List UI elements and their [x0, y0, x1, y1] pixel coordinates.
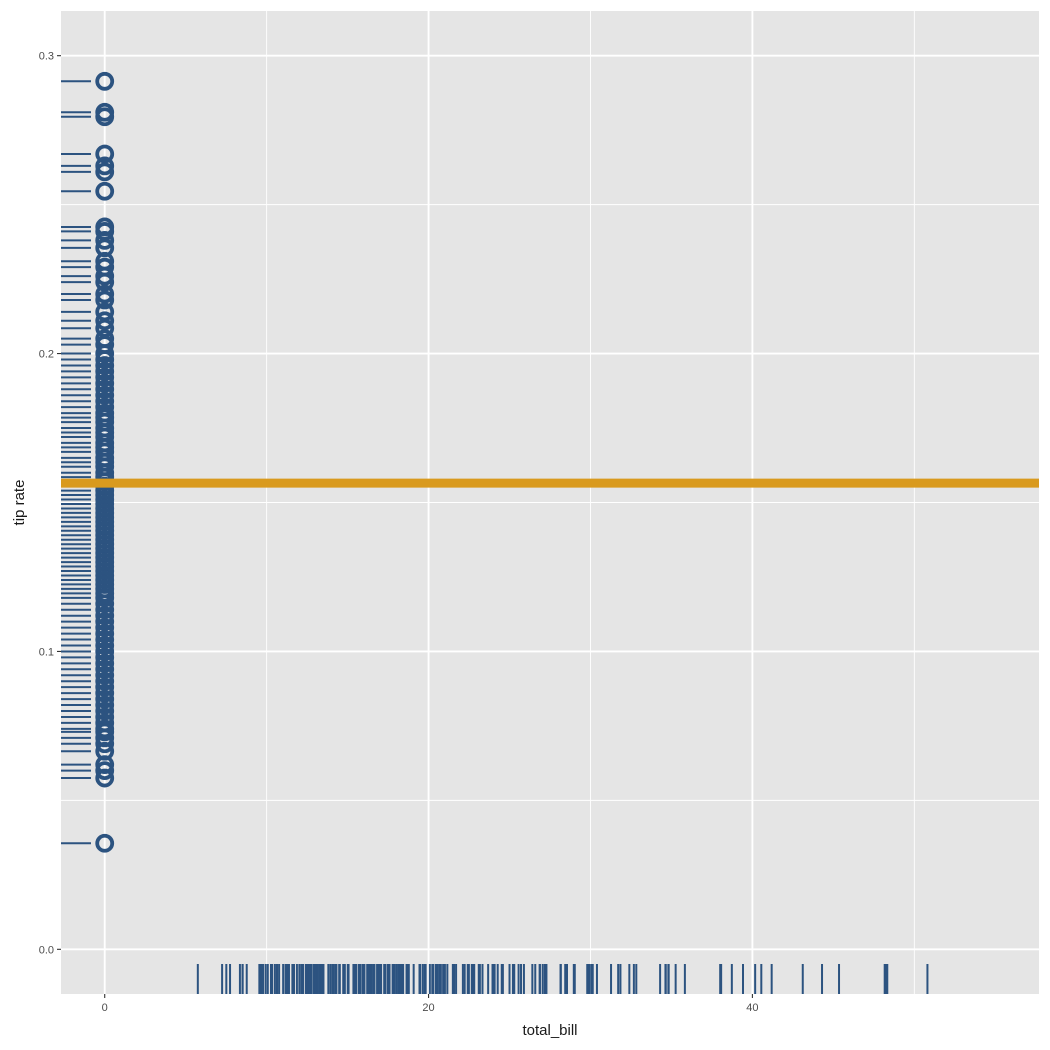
data-point	[95, 722, 115, 742]
x-axis-title: total_bill	[522, 1022, 577, 1039]
data-point	[95, 367, 115, 387]
data-point	[95, 659, 115, 679]
data-point	[95, 362, 115, 381]
data-point	[95, 385, 115, 405]
data-point	[95, 677, 115, 697]
x-tick-label: 20	[422, 1002, 434, 1014]
data-point	[95, 311, 115, 331]
data-point	[95, 618, 115, 638]
major-gridlines	[61, 11, 1039, 994]
data-point	[95, 356, 115, 375]
point-layer	[95, 71, 115, 853]
data-point	[95, 642, 115, 661]
data-point	[95, 230, 115, 250]
data-point	[95, 156, 115, 176]
data-point	[95, 373, 115, 393]
data-point	[95, 272, 115, 292]
y-axis-title: tip rate	[11, 480, 28, 526]
data-point	[95, 701, 115, 721]
data-point	[95, 107, 115, 127]
data-point	[95, 695, 115, 715]
data-point	[95, 647, 115, 667]
data-point	[95, 290, 115, 310]
data-point	[95, 379, 115, 399]
x-rug-layer	[196, 964, 929, 994]
y-tick-label: 0.2	[39, 349, 54, 361]
y-rug-layer	[61, 80, 91, 845]
x-tick-label: 40	[746, 1002, 758, 1014]
data-point	[95, 144, 115, 164]
y-tick-label: 0.1	[39, 646, 54, 658]
data-point	[95, 683, 115, 703]
data-point	[95, 734, 115, 754]
data-point	[95, 671, 115, 691]
data-point	[95, 636, 115, 655]
data-point	[95, 600, 115, 620]
y-tick-label: 0.3	[39, 51, 54, 63]
axis-ticks: 0 20 40 0.0 0.1 0.2 0.3	[39, 51, 759, 1014]
y-tick-label: 0.0	[39, 944, 54, 956]
data-point	[95, 624, 115, 643]
data-point	[95, 344, 115, 363]
data-point	[95, 833, 115, 853]
data-point	[95, 181, 115, 201]
data-point	[95, 653, 115, 673]
data-point	[95, 630, 115, 649]
data-point	[95, 350, 115, 369]
minor-gridlines	[61, 11, 1039, 994]
data-point	[95, 71, 115, 91]
data-point	[95, 162, 115, 182]
data-point	[95, 612, 115, 632]
data-point	[95, 761, 115, 780]
data-point	[95, 768, 115, 788]
data-point	[95, 284, 115, 304]
data-point	[95, 266, 115, 286]
data-point	[95, 689, 115, 709]
data-point	[95, 588, 115, 608]
data-point	[95, 606, 115, 626]
data-point	[95, 594, 115, 614]
data-point	[95, 665, 115, 685]
x-tick-label: 0	[102, 1002, 108, 1014]
